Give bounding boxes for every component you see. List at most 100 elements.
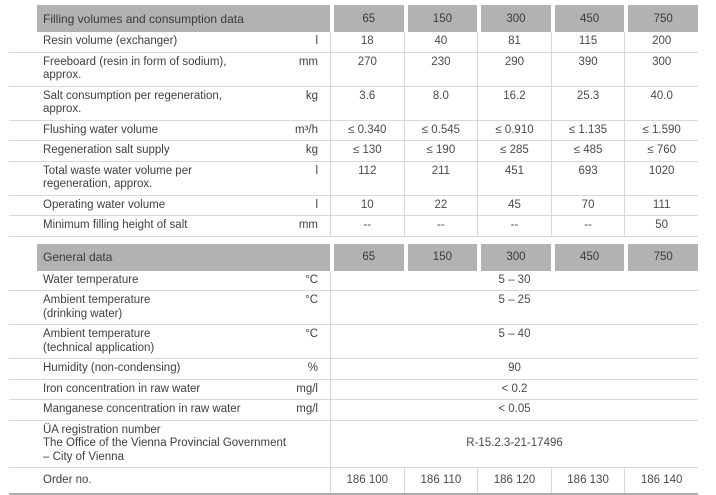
row-label-cell: Manganese concentration in raw water mg/l xyxy=(9,400,330,420)
row-unit: °C xyxy=(305,294,318,306)
row-value: -- xyxy=(477,216,551,236)
row-label: Humidity (non-condensing) xyxy=(43,362,181,374)
table-row: ÜA registration number The Office of the… xyxy=(9,420,698,468)
section-header-row: Filling volumes and consumption data 65 15… xyxy=(9,5,698,32)
column-header: 150 xyxy=(407,243,478,271)
row-value: ≤ 1.590 xyxy=(624,120,698,140)
row-value: 40 xyxy=(403,32,478,52)
row-value: ≤ 760 xyxy=(624,141,698,161)
row-label-cell: Order no. xyxy=(9,468,330,493)
row-value: 18 xyxy=(330,32,404,52)
merged-value: < 0.05 xyxy=(330,400,698,420)
row-unit: kg xyxy=(305,144,318,156)
row-value: 186 100 xyxy=(330,468,404,493)
row-value: ≤ 285 xyxy=(477,141,551,161)
row-value: ≤ 0.910 xyxy=(477,120,551,140)
section-gap xyxy=(9,237,698,244)
row-label-cell: Iron concentration in raw water mg/l xyxy=(9,380,330,400)
column-header-cell: 300 xyxy=(477,243,551,271)
row-label: Water temperature xyxy=(43,273,139,286)
table-row: Flushing water volume m³/h ≤ 0.340 ≤ 0.545 ≤… xyxy=(9,120,698,141)
row-value: 70 xyxy=(550,195,625,215)
section-header-row: General data 65 150 300 450 750 xyxy=(9,243,698,271)
row-label-cell: Water temperature °C xyxy=(9,271,330,291)
row-value: 50 xyxy=(624,216,698,236)
row-value: ≤ 0.545 xyxy=(403,120,478,140)
row-unit: mm xyxy=(298,219,318,231)
merged-value: 90 xyxy=(330,359,698,379)
merged-value: 5 – 40 xyxy=(330,325,698,358)
section-title-cell: General data xyxy=(9,243,330,271)
row-value: 45 xyxy=(477,195,551,215)
table-row: Total waste water volume per regeneratio… xyxy=(9,161,698,196)
row-value: 40.0 xyxy=(624,86,698,120)
table-row: Freeboard (resin in form of sodium), app… xyxy=(9,52,698,87)
row-value: 186 130 xyxy=(550,468,625,493)
column-header: 450 xyxy=(554,5,625,32)
row-unit: mg/l xyxy=(296,382,318,395)
row-label-cell: Freeboard (resin in form of sodium), app… xyxy=(9,53,330,86)
row-unit: l xyxy=(315,164,318,177)
table-row: Regeneration salt supply kg ≤ 130 ≤ 190 ≤ 28… xyxy=(9,141,698,162)
table-row: Humidity (non-condensing)% 90 xyxy=(9,359,698,380)
row-label: Iron concentration in raw water xyxy=(43,382,201,395)
row-label: Operating water volume xyxy=(43,198,166,211)
row-label-cell: Salt consumption per regeneration, appro… xyxy=(9,87,330,120)
row-value: 111 xyxy=(624,195,698,215)
row-unit: m³/h xyxy=(295,123,318,136)
row-value: 1020 xyxy=(624,161,698,195)
row-label: Minimum filling height of salt xyxy=(43,219,188,231)
column-header-cell: 65 xyxy=(330,5,404,32)
row-label: Flushing water volume xyxy=(43,123,159,136)
row-value: ≤ 485 xyxy=(550,141,625,161)
row-label: Regeneration salt supply xyxy=(43,144,170,156)
merged-value: 5 – 25 xyxy=(330,291,698,324)
row-label: Freeboard (resin in form of sodium), app… xyxy=(43,55,227,82)
row-label: ÜA registration number The Office of the… xyxy=(43,423,287,463)
row-label-cell: Humidity (non-condensing)% xyxy=(9,359,330,379)
row-label-cell: Flushing water volume m³/h xyxy=(9,121,330,141)
column-header-cell: 750 xyxy=(624,243,698,271)
row-value: 112 xyxy=(330,161,404,195)
row-value: 230 xyxy=(403,52,478,86)
row-value: 290 xyxy=(477,52,551,86)
row-label-cell: Regeneration salt supply kg xyxy=(9,141,330,161)
merged-value: R-15.2.3-21-17496 xyxy=(330,420,698,467)
row-value: 8.0 xyxy=(403,86,478,120)
row-value: ≤ 130 xyxy=(330,141,404,161)
row-value: -- xyxy=(330,216,404,236)
row-label-cell: Ambient temperature (technical applicati… xyxy=(9,325,330,358)
row-label: Ambient temperature (technical applicati… xyxy=(43,328,155,354)
row-label-cell: Total waste water volume per regeneratio… xyxy=(9,162,330,195)
row-unit: mm xyxy=(298,55,318,68)
row-value: ≤ 0.340 xyxy=(330,120,404,140)
column-header: 750 xyxy=(628,5,698,32)
row-value: 25.3 xyxy=(550,86,625,120)
merged-value: < 0.2 xyxy=(330,379,698,399)
row-value: 693 xyxy=(550,161,625,195)
section-title: Filling volumes and consumption data xyxy=(37,5,330,32)
row-unit: °C xyxy=(305,328,318,340)
column-header-cell: 450 xyxy=(551,5,625,32)
table-row: Ambient temperature (drinking water) °C 5 … xyxy=(9,291,698,325)
section-title: General data xyxy=(37,243,330,271)
row-value: 451 xyxy=(477,161,551,195)
spec-table: Filling volumes and consumption data 65 15… xyxy=(9,5,698,495)
column-header: 65 xyxy=(334,5,404,32)
table-row: Iron concentration in raw water mg/l < 0.2 xyxy=(9,379,698,400)
row-label: Resin volume (exchanger) xyxy=(43,35,178,47)
table-row: Order no. 186 100 186 110 186 120 186 130 186… xyxy=(9,468,698,495)
column-header: 65 xyxy=(334,243,404,271)
row-value: -- xyxy=(403,216,478,236)
row-value: 186 120 xyxy=(477,468,551,493)
column-header-cell: 65 xyxy=(330,243,404,271)
section-title-cell: Filling volumes and consumption data xyxy=(9,5,330,32)
row-value: 390 xyxy=(550,52,625,86)
row-unit: l xyxy=(315,35,318,47)
table-row: Minimum filling height of salt mm -- -- -- --… xyxy=(9,216,698,237)
column-header-cell: 450 xyxy=(551,243,625,271)
column-header: 300 xyxy=(481,5,551,32)
column-header: 150 xyxy=(407,5,478,32)
row-label-cell: Ambient temperature (drinking water) °C xyxy=(9,291,330,324)
row-label: Salt consumption per regeneration, appro… xyxy=(43,89,222,116)
